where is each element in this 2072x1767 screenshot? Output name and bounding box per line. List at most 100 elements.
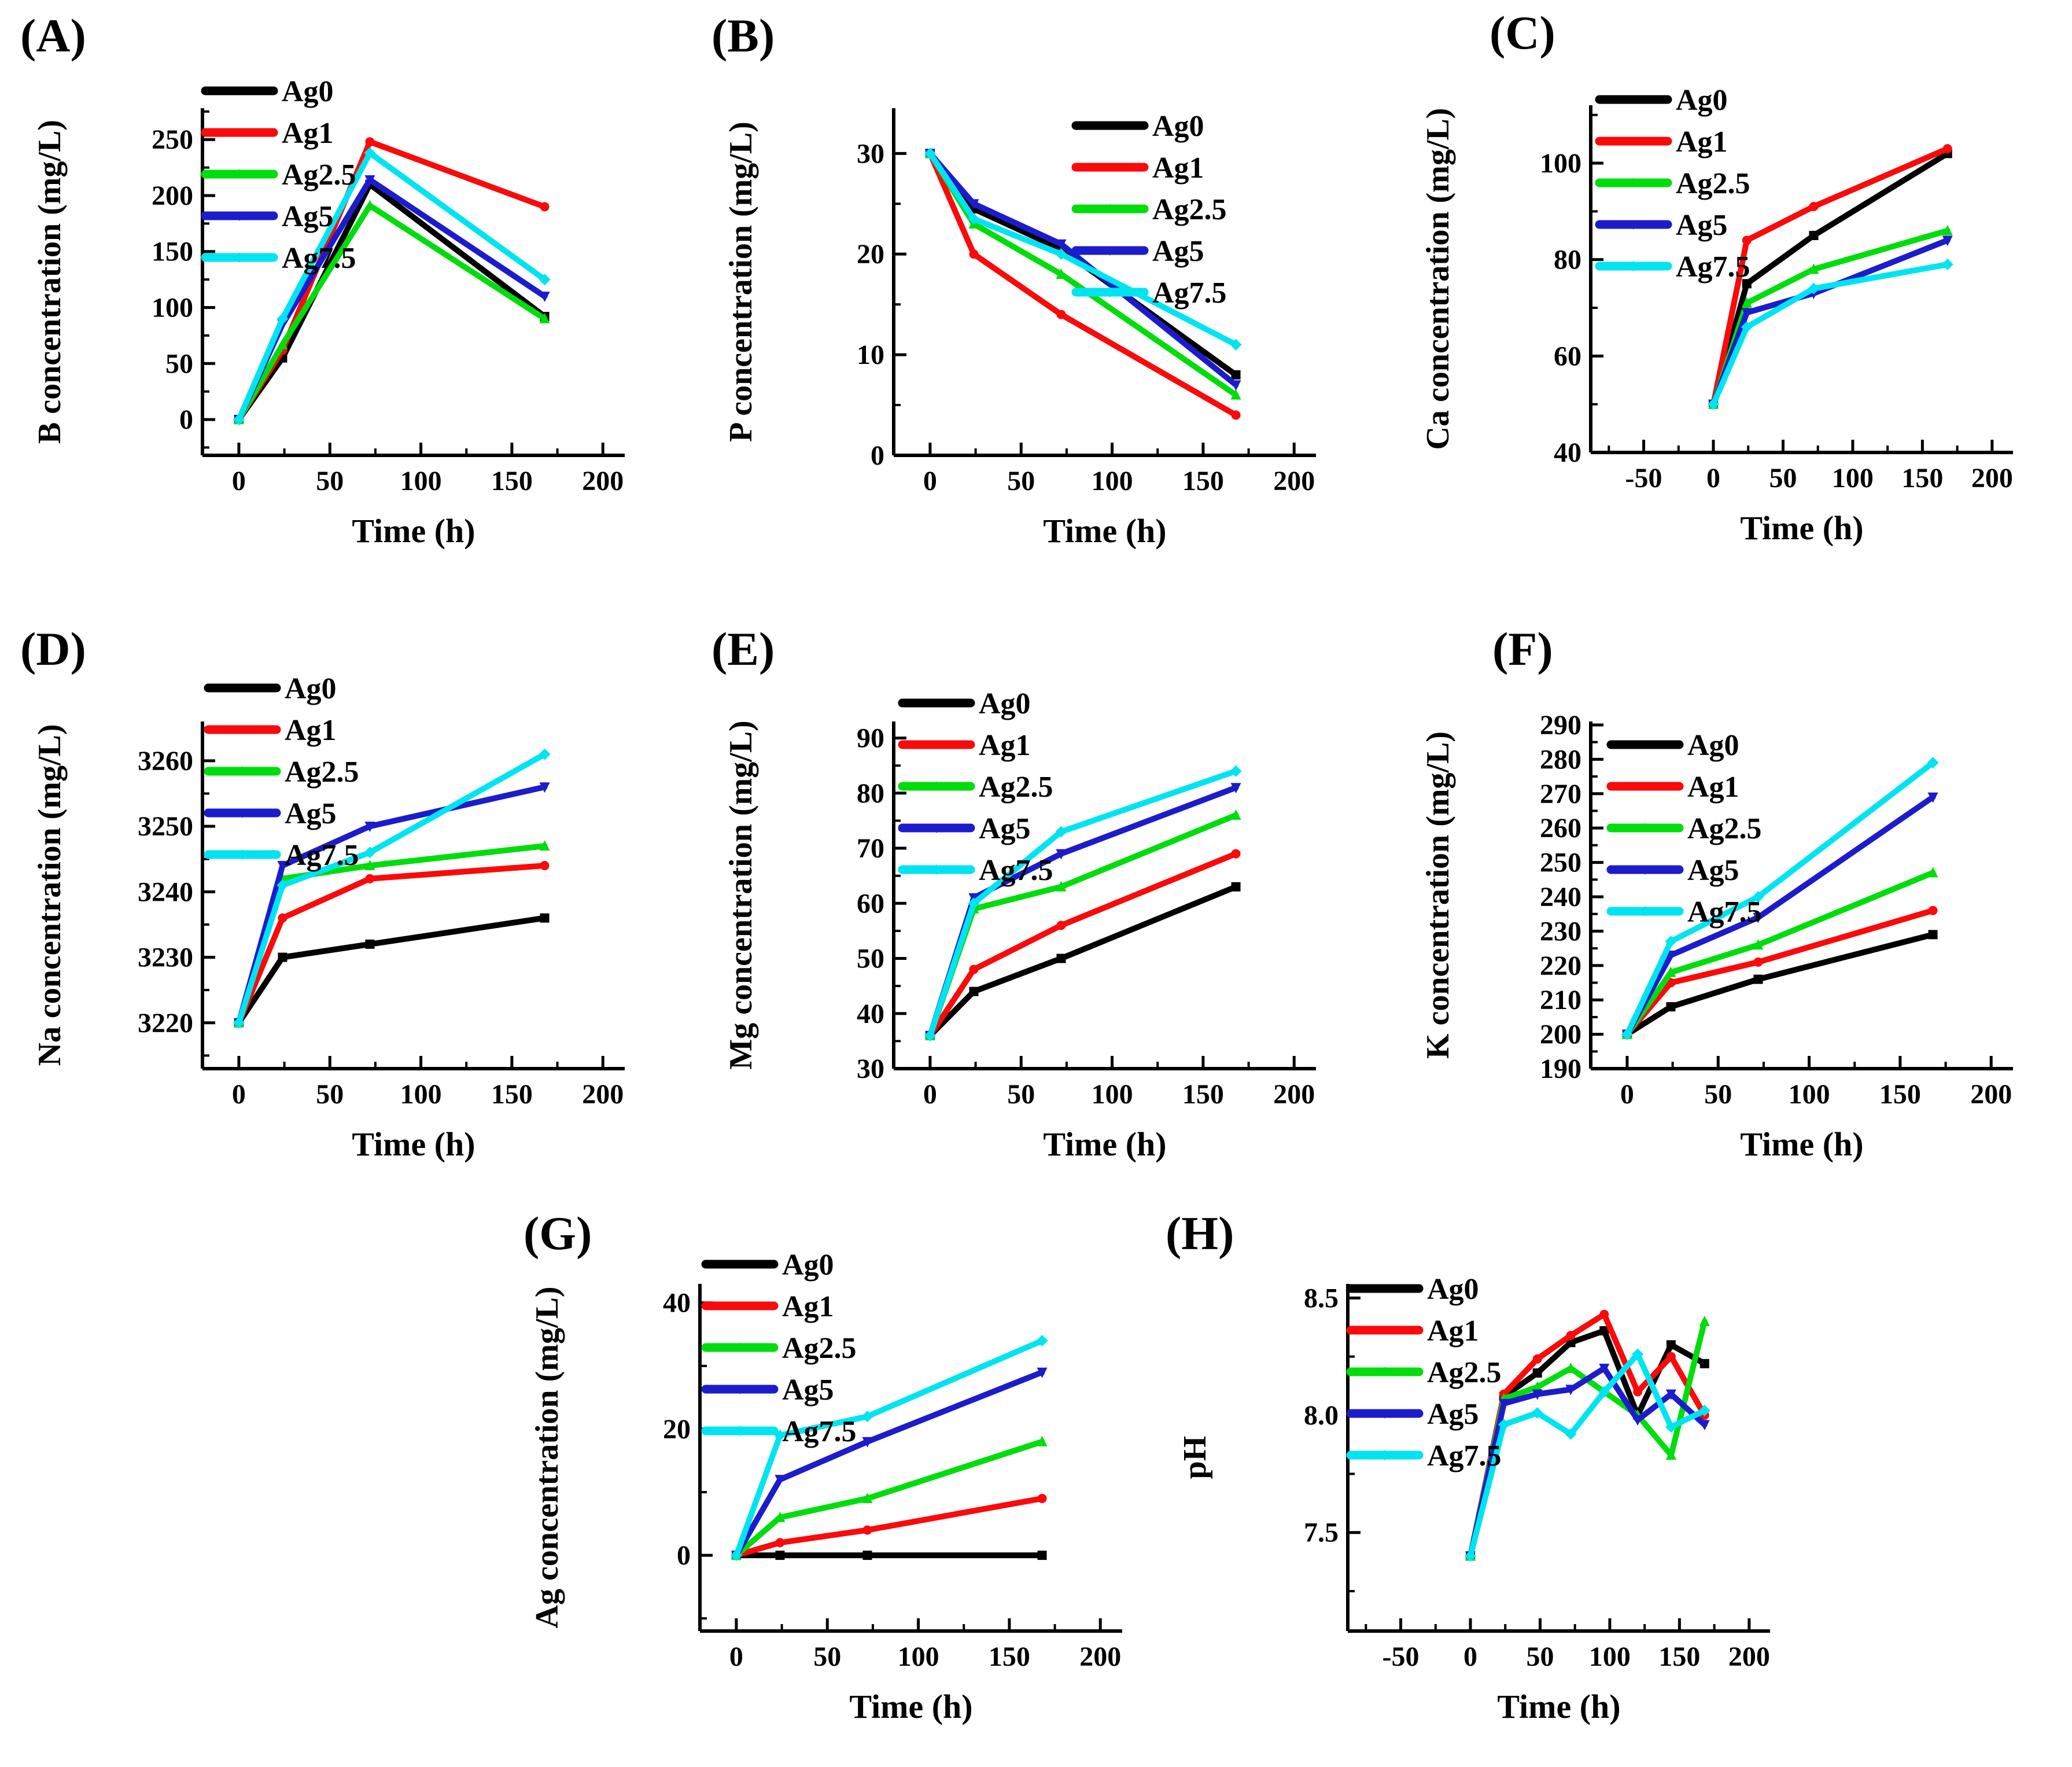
- svg-text:0: 0: [729, 1641, 743, 1672]
- legend-label-G-Ag5: Ag5: [782, 1374, 834, 1407]
- legend-label-B-Ag7.5: Ag7.5: [1152, 277, 1227, 310]
- svg-text:40: 40: [1554, 437, 1581, 468]
- svg-text:7.5: 7.5: [1304, 1518, 1339, 1548]
- svg-text:-50: -50: [1625, 463, 1662, 494]
- svg-text:240: 240: [1540, 882, 1581, 912]
- legend-label-C-Ag5: Ag5: [1676, 209, 1728, 242]
- legend-label-C-Ag2.5: Ag2.5: [1676, 167, 1750, 200]
- svg-text:200: 200: [1970, 1079, 2012, 1110]
- ylabel-H: pH: [1177, 1436, 1213, 1479]
- svg-text:150: 150: [1879, 1079, 1921, 1110]
- legend-label-B-Ag2.5: Ag2.5: [1152, 193, 1227, 226]
- svg-text:8.5: 8.5: [1304, 1283, 1339, 1313]
- svg-text:150: 150: [1182, 1079, 1224, 1110]
- svg-text:50: 50: [857, 944, 884, 974]
- xlabel-H: Time (h): [1497, 1688, 1620, 1725]
- svg-text:200: 200: [1971, 463, 2013, 494]
- svg-text:250: 250: [1540, 848, 1581, 878]
- svg-text:50: 50: [1007, 1079, 1035, 1110]
- legend-label-E-Ag1: Ag1: [979, 729, 1031, 762]
- svg-text:50: 50: [813, 1641, 841, 1672]
- chart-svg-C: -50 0 50 100 150 200 40 60 80 100 Time (h) Ca conce…: [1420, 84, 2013, 547]
- svg-text:80: 80: [857, 778, 884, 809]
- svg-text:200: 200: [582, 466, 624, 496]
- panel-A-chart: 0 50 100 150 200 0 50 100 150 200 250 Time (h) B con…: [12, 50, 665, 588]
- svg-text:210: 210: [1540, 985, 1581, 1015]
- legend-label-G-Ag7.5: Ag7.5: [782, 1415, 857, 1448]
- svg-text:0: 0: [1620, 1079, 1634, 1110]
- legend-label-C-Ag7.5: Ag7.5: [1676, 251, 1750, 284]
- svg-text:100: 100: [1589, 1641, 1631, 1672]
- svg-text:280: 280: [1540, 744, 1581, 775]
- legend-label-C-Ag0: Ag0: [1676, 84, 1728, 117]
- svg-text:100: 100: [898, 1641, 939, 1672]
- legend-label-H-Ag2.5: Ag2.5: [1427, 1356, 1502, 1389]
- xlabel-B: Time (h): [1043, 512, 1166, 550]
- ylabel-E: Mg concentration (mg/L): [723, 720, 759, 1069]
- legend-label-G-Ag1: Ag1: [782, 1290, 834, 1323]
- svg-text:90: 90: [857, 723, 884, 754]
- panel-F-chart: 0 50 100 150 200 190 200 210 220 230 240 250 260 270 2…: [1400, 664, 2053, 1202]
- legend-label-D-Ag7.5: Ag7.5: [285, 839, 359, 872]
- svg-text:150: 150: [1182, 466, 1224, 496]
- chart-svg-H: -50 0 50 100 150 200 7.5 8.0 8.5 Time (h) pH Ag0 Ag1…: [1177, 1273, 1770, 1725]
- svg-text:50: 50: [1526, 1641, 1554, 1672]
- svg-text:150: 150: [1658, 1641, 1700, 1672]
- svg-text:150: 150: [989, 1641, 1030, 1672]
- chart-svg-F: 0 50 100 150 200 190 200 210 220 230 240 250 260 270 2…: [1420, 710, 2013, 1163]
- svg-text:100: 100: [152, 293, 193, 323]
- svg-text:0: 0: [1463, 1641, 1477, 1672]
- panel-E-chart: 0 50 100 150 200 30 40 50 60 70 80 90 Time (h) Mg con…: [703, 664, 1356, 1202]
- svg-text:0: 0: [923, 466, 937, 496]
- panel-E: (E) 0 50 100 150 200 30 40 50 60 70 80 90 Time (h) Mg…: [703, 622, 1368, 1202]
- legend-label-D-Ag0: Ag0: [285, 672, 337, 705]
- panel-E-letter: (E): [711, 623, 775, 675]
- svg-text:250: 250: [152, 124, 193, 155]
- chart-svg-D: 0 50 100 150 200 3220 3230 3240 3250 3260 Time (h)…: [32, 672, 625, 1163]
- svg-text:100: 100: [1092, 466, 1133, 496]
- legend-label-B-Ag1: Ag1: [1152, 152, 1204, 185]
- panel-A: (A) 0 50 100 150 200 0 50 100 150 200 250 Time (h) B…: [12, 9, 677, 588]
- svg-text:3220: 3220: [138, 1008, 193, 1039]
- svg-text:40: 40: [857, 999, 884, 1029]
- ylabel-D: Na concentration (mg/L): [32, 724, 68, 1066]
- legend-label-A-Ag2.5: Ag2.5: [282, 159, 356, 192]
- legend-label-D-Ag2.5: Ag2.5: [285, 756, 359, 789]
- xlabel-F: Time (h): [1740, 1125, 1863, 1163]
- svg-text:8.0: 8.0: [1304, 1400, 1339, 1431]
- svg-text:50: 50: [316, 466, 344, 496]
- svg-text:0: 0: [871, 440, 884, 471]
- panel-A-letter: (A): [20, 9, 86, 62]
- chart-svg-E: 0 50 100 150 200 30 40 50 60 70 80 90 Time (h) Mg con…: [723, 687, 1316, 1163]
- chart-svg-G: 0 50 100 150 200 0 20 40 Time (h) Ag concentratio…: [529, 1249, 1122, 1725]
- legend-label-A-Ag7.5: Ag7.5: [282, 242, 356, 275]
- xlabel-A: Time (h): [352, 512, 475, 550]
- svg-text:3260: 3260: [138, 746, 193, 776]
- svg-text:220: 220: [1540, 951, 1581, 981]
- legend-label-G-Ag0: Ag0: [782, 1249, 834, 1282]
- panel-B-chart: 0 50 100 150 200 0 10 20 30 Time (h) P concentrati…: [703, 50, 1356, 588]
- svg-text:50: 50: [165, 348, 193, 379]
- svg-text:20: 20: [857, 239, 884, 270]
- panel-G-letter: (G): [523, 1207, 592, 1260]
- legend-label-H-Ag5: Ag5: [1427, 1398, 1479, 1431]
- panel-F: (F) 0 50 100 150 200 190 200 210 220 230 240 250 260…: [1400, 622, 2065, 1202]
- svg-text:150: 150: [152, 237, 193, 267]
- svg-text:0: 0: [1706, 463, 1720, 494]
- svg-text:0: 0: [232, 1079, 246, 1110]
- xlabel-G: Time (h): [849, 1688, 972, 1725]
- svg-text:80: 80: [1554, 245, 1581, 275]
- svg-text:200: 200: [1540, 1019, 1581, 1050]
- svg-text:3250: 3250: [138, 811, 193, 842]
- panel-B-letter: (B): [711, 9, 775, 62]
- svg-text:70: 70: [857, 833, 884, 864]
- svg-text:100: 100: [1789, 1079, 1830, 1110]
- svg-text:50: 50: [1704, 1079, 1732, 1110]
- ylabel-F: K concentration (mg/L): [1420, 731, 1456, 1059]
- svg-text:50: 50: [316, 1079, 344, 1110]
- svg-text:50: 50: [1769, 463, 1797, 494]
- panel-C-chart: -50 0 50 100 150 200 40 60 80 100 Time (h) Ca conce…: [1400, 47, 2053, 586]
- chart-svg-B: 0 50 100 150 200 0 10 20 30 Time (h) P concentrati…: [723, 108, 1316, 550]
- legend-label-F-Ag0: Ag0: [1687, 729, 1739, 762]
- panel-C: (C) -50 0 50 100 150 200 40 60 80 100 Time (h) Ca c…: [1400, 6, 2065, 586]
